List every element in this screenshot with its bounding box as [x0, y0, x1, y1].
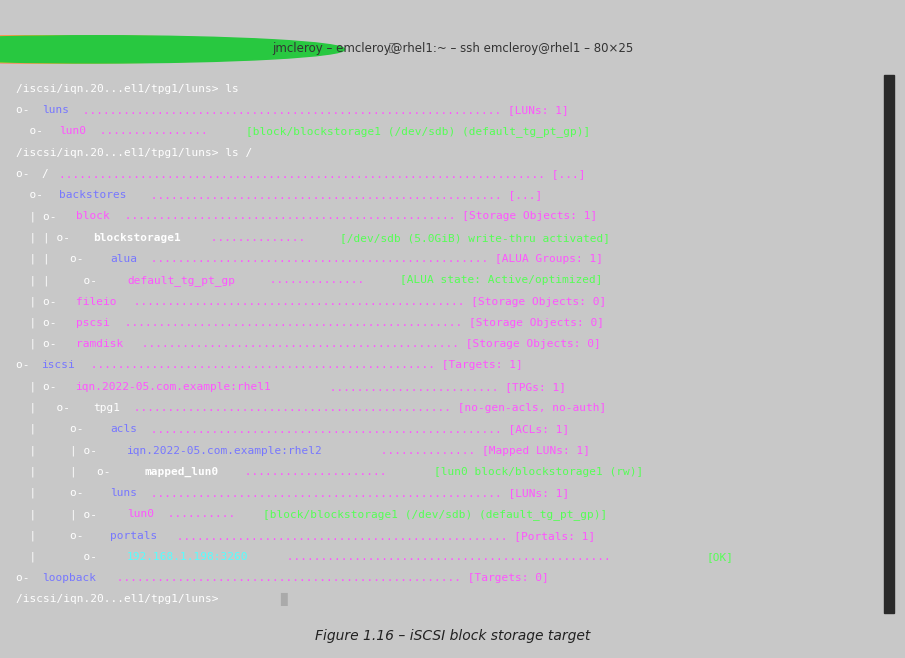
Text: default_tg_pt_gp: default_tg_pt_gp [127, 275, 235, 286]
Text: portals: portals [110, 530, 157, 541]
Text: .................................................. [ALUA Groups: 1]: ........................................… [144, 254, 603, 264]
Text: alua: alua [110, 254, 137, 264]
Text: | o-: | o- [16, 211, 63, 222]
Text: o-: o- [16, 573, 36, 583]
Text: ............................................... [no-gen-acls, no-auth]: ........................................… [127, 403, 606, 413]
Text: ..........: .......... [161, 509, 242, 519]
Text: |     | o-: | | o- [16, 509, 104, 520]
Text: ................: ................ [93, 126, 214, 136]
Text: mapped_lun0: mapped_lun0 [144, 467, 218, 477]
Text: iqn.2022-05.com.example:rhel2: iqn.2022-05.com.example:rhel2 [127, 445, 323, 455]
Text: ..............: .............. [263, 275, 371, 286]
Text: |   o-: | o- [16, 403, 77, 413]
Text: |     | o-: | | o- [16, 445, 104, 456]
Text: acls: acls [110, 424, 137, 434]
Text: luns: luns [110, 488, 137, 498]
Text: .................................................... [LUNs: 1]: ........................................… [144, 488, 569, 498]
Text: 192.168.1.198:3260: 192.168.1.198:3260 [127, 552, 249, 562]
Text: lun0: lun0 [59, 126, 86, 136]
Text: ................................................. [Storage Objects: 0]: ........................................… [127, 297, 606, 307]
Text: [ALUA state: Active/optimized]: [ALUA state: Active/optimized] [400, 275, 602, 286]
Text: o-: o- [16, 105, 36, 115]
Text: jmcleroy – emcleroy@rhel1:~ – ssh emcleroy@rhel1 – 80×25: jmcleroy – emcleroy@rhel1:~ – ssh emcler… [272, 42, 634, 55]
Text: .................................................... [...]: ........................................… [144, 190, 542, 200]
Circle shape [0, 36, 291, 63]
Text: | |     o-: | | o- [16, 275, 104, 286]
Text: fileio: fileio [76, 297, 117, 307]
Text: ............................................... [Storage Objects: 0]: ........................................… [136, 339, 601, 349]
Text: ................................................... [Targets: 1]: ........................................… [84, 361, 523, 370]
Text: ........................................................................ [...]: ........................................… [59, 169, 586, 179]
Text: .............................................................. [LUNs: 1]: ........................................… [76, 105, 568, 115]
Text: loopback: loopback [42, 573, 96, 583]
Text: ................................................: ........................................… [281, 552, 618, 562]
Text: o-: o- [16, 169, 36, 179]
Text: |     o-: | o- [16, 530, 90, 541]
Text: /iscsi/iqn.20...el1/tpg1/luns> ls: /iscsi/iqn.20...el1/tpg1/luns> ls [16, 84, 239, 94]
Text: | o-: | o- [16, 339, 63, 349]
Text: blockstorage1: blockstorage1 [93, 233, 181, 243]
Text: .................................................. [Storage Objects: 0]: ........................................… [119, 318, 605, 328]
Text: 📄: 📄 [389, 43, 399, 53]
Text: .....................: ..................... [238, 467, 393, 477]
Text: iscsi: iscsi [42, 361, 75, 370]
Text: /iscsi/iqn.20...el1/tpg1/luns>: /iscsi/iqn.20...el1/tpg1/luns> [16, 594, 225, 605]
Text: ................................................. [Storage Objects: 1]: ........................................… [119, 211, 597, 222]
Text: |     o-: | o- [16, 488, 90, 498]
Text: | o-: | o- [16, 382, 63, 392]
Text: ................................................. [Portals: 1]: ........................................… [169, 530, 595, 541]
Bar [883, 75, 894, 613]
Text: [OK]: [OK] [707, 552, 734, 562]
Text: ......................... [TPGs: 1]: ......................... [TPGs: 1] [323, 382, 566, 392]
Text: o-: o- [16, 126, 50, 136]
Text: ramdisk: ramdisk [76, 339, 123, 349]
Text: pscsi: pscsi [76, 318, 110, 328]
Text: [block/blockstorage1 (/dev/sdb) (default_tg_pt_gp)]: [block/blockstorage1 (/dev/sdb) (default… [246, 126, 591, 137]
Text: | o-: | o- [16, 296, 63, 307]
Text: o-: o- [16, 190, 50, 200]
Text: |       o-: | o- [16, 551, 104, 562]
Text: Figure 1.16 – iSCSI block storage target: Figure 1.16 – iSCSI block storage target [315, 628, 590, 643]
Text: |     o-: | o- [16, 424, 90, 434]
Circle shape [0, 36, 319, 63]
Text: | o-: | o- [16, 318, 63, 328]
Text: [block/blockstorage1 (/dev/sdb) (default_tg_pt_gp)]: [block/blockstorage1 (/dev/sdb) (default… [263, 509, 607, 520]
Text: [/dev/sdb (5.0GiB) write-thru activated]: [/dev/sdb (5.0GiB) write-thru activated] [340, 233, 610, 243]
Text: /: / [42, 169, 55, 179]
Text: o-: o- [16, 361, 36, 370]
Text: tpg1: tpg1 [93, 403, 119, 413]
Text: lun0: lun0 [127, 509, 154, 519]
Text: | |   o-: | | o- [16, 254, 90, 265]
Text: iqn.2022-05.com.example:rhel1: iqn.2022-05.com.example:rhel1 [76, 382, 272, 392]
Text: ..............: .............. [204, 233, 311, 243]
Text: .............. [Mapped LUNs: 1]: .............. [Mapped LUNs: 1] [374, 445, 590, 455]
Text: █: █ [281, 593, 287, 606]
Text: ................................................... [Targets: 0]: ........................................… [110, 573, 548, 583]
Text: [lun0 block/blockstorage1 (rw)]: [lun0 block/blockstorage1 (rw)] [433, 467, 643, 477]
Circle shape [0, 36, 345, 63]
Text: luns: luns [42, 105, 69, 115]
Text: /iscsi/iqn.20...el1/tpg1/luns> ls /: /iscsi/iqn.20...el1/tpg1/luns> ls / [16, 147, 252, 158]
Text: block: block [76, 211, 110, 222]
Text: |     |   o-: | | o- [16, 467, 118, 477]
Text: | | o-: | | o- [16, 232, 77, 243]
Text: .................................................... [ACLs: 1]: ........................................… [144, 424, 569, 434]
Text: backstores: backstores [59, 190, 127, 200]
